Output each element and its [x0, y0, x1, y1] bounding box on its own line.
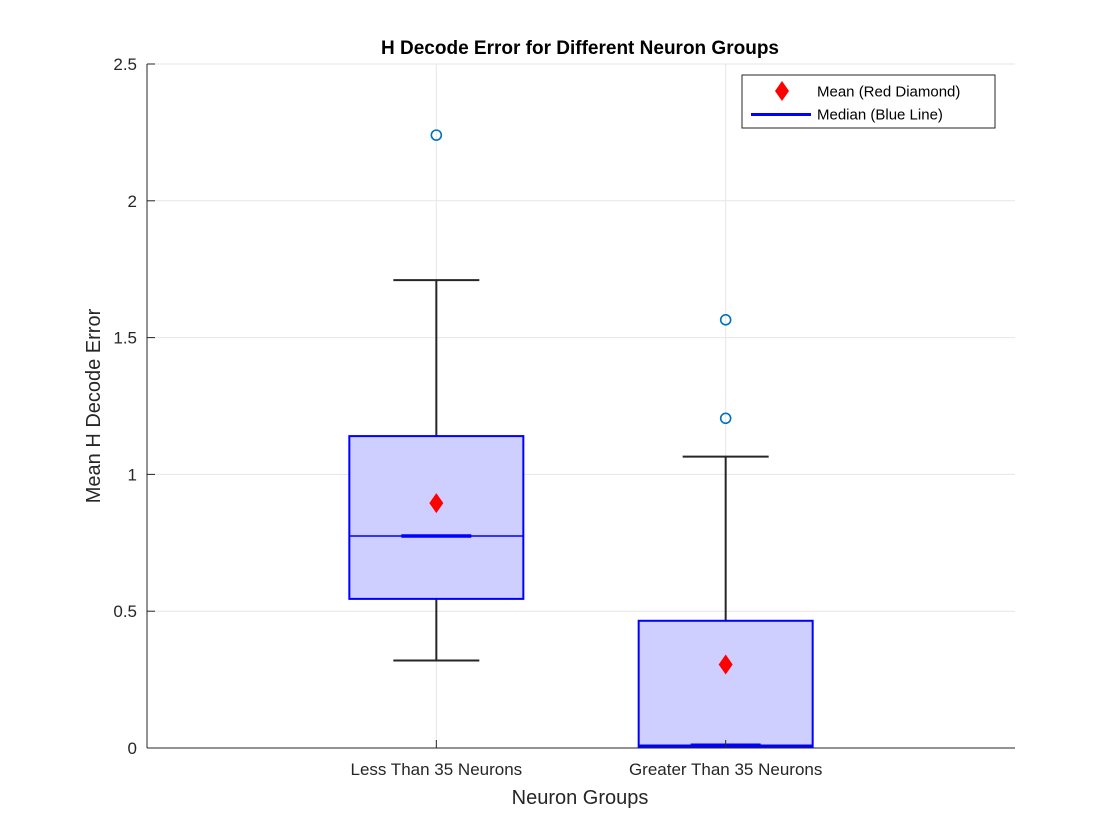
box-series	[348, 129, 814, 748]
legend: Mean (Red Diamond) Median (Blue Line)	[741, 74, 996, 129]
x-tick-label-1: Greater Than 35 Neurons	[629, 760, 822, 779]
x-axis-label: Neuron Groups	[512, 787, 649, 809]
y-tick-label-3: 1.5	[113, 329, 137, 348]
plot-area	[146, 63, 1015, 749]
box-group-0	[348, 129, 525, 662]
outlier-point-0-0	[430, 129, 443, 141]
legend-mean-diamond-icon	[775, 81, 789, 101]
legend-median-label: Median (Blue Line)	[817, 107, 943, 124]
plot-background	[147, 64, 1015, 748]
mean-diamond-1	[718, 654, 733, 675]
x-tick-label-0: Less Than 35 Neurons	[350, 760, 522, 779]
legend-box	[741, 74, 996, 129]
x-tick-labels: Less Than 35 Neurons Greater Than 35 Neur…	[350, 760, 822, 779]
outlier-point-1-1	[719, 314, 732, 326]
legend-mean-label: Mean (Red Diamond)	[817, 84, 960, 101]
box-iqr-0	[348, 435, 525, 600]
axes	[146, 63, 1015, 749]
y-axis-label: Mean H Decode Error	[83, 308, 105, 503]
y-tick-label-4: 2	[128, 192, 137, 211]
box-group-1	[637, 314, 814, 748]
box-iqr-1	[637, 619, 814, 748]
y-tick-labels: 0 0.5 1 1.5 2 2.5	[113, 55, 137, 758]
y-tick-label-5: 2.5	[113, 55, 137, 74]
mean-diamond-0	[429, 493, 444, 514]
y-tick-label-1: 0.5	[113, 602, 137, 621]
outlier-point-1-0	[719, 412, 732, 425]
chart-title: H Decode Error for Different Neuron Grou…	[381, 38, 779, 59]
y-tick-label-0: 0	[128, 739, 137, 758]
y-tick-label-2: 1	[128, 465, 137, 484]
